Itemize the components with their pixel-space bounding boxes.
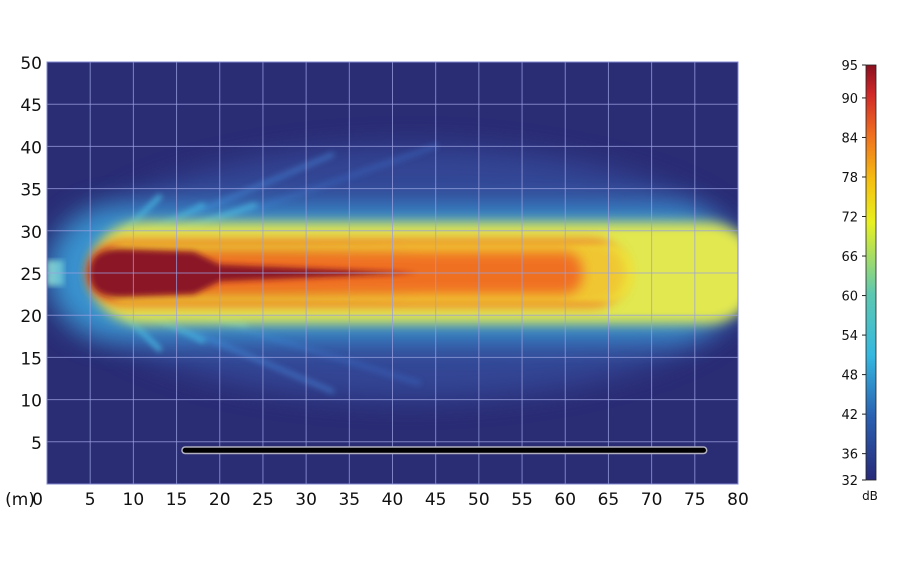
y-tick-label: 25	[20, 265, 42, 285]
colorbar-tick-label: 95	[841, 59, 858, 74]
x-tick-label: 35	[338, 490, 360, 510]
x-axis: 0 5 10 15 20 25 30 35 40 45 50 55 60 65 70 75 80 (m)	[5, 490, 749, 510]
x-tick-label: 20	[209, 490, 231, 510]
colorbar-tick-label: 72	[841, 211, 858, 226]
x-tick-label: 60	[554, 490, 576, 510]
x-tick-label: 40	[382, 490, 404, 510]
y-tick-label: 5	[31, 434, 42, 454]
x-tick-label: 0	[32, 490, 43, 510]
colorbar-tick-label: 48	[841, 369, 858, 384]
colorbar-label: dB	[862, 489, 878, 503]
y-tick-label: 50	[20, 54, 42, 74]
y-tick-label: 15	[20, 349, 42, 369]
x-tick-label: 30	[295, 490, 317, 510]
y-tick-label: 30	[20, 223, 42, 243]
colorbar-tick-label: 90	[841, 92, 858, 107]
x-tick-label: 80	[727, 490, 749, 510]
colorbar-gradient	[865, 64, 877, 481]
plot-border	[46, 61, 739, 485]
x-tick-label: 50	[468, 490, 490, 510]
y-tick-label: 10	[20, 392, 42, 412]
colorbar: 95 90 84 78 72 66 60 54 48 42 36 32 dB	[841, 59, 877, 503]
colorbar-tick-label: 60	[841, 290, 858, 305]
x-tick-label: 15	[166, 490, 188, 510]
y-axis: 5 10 15 20 25 30 35 40 45 50	[20, 54, 42, 454]
colorbar-tick-label: 36	[841, 448, 858, 463]
x-tick-label: 5	[85, 490, 96, 510]
y-tick-label: 35	[20, 181, 42, 201]
colorbar-tick-label: 42	[841, 408, 858, 423]
colorbar-tick-label: 78	[841, 171, 858, 186]
grid	[46, 61, 739, 485]
x-tick-label: 25	[252, 490, 274, 510]
x-tick-label: 75	[684, 490, 706, 510]
x-tick-label: 10	[123, 490, 145, 510]
colorbar-tick-label: 84	[841, 131, 858, 146]
x-tick-label: 70	[641, 490, 663, 510]
x-tick-label: 55	[511, 490, 533, 510]
x-tick-label: 45	[425, 490, 447, 510]
y-tick-label: 45	[20, 96, 42, 116]
y-tick-label: 40	[20, 138, 42, 158]
x-unit-label: (m)	[5, 490, 35, 510]
colorbar-tick-label: 32	[841, 474, 858, 489]
colorbar-tick-label: 66	[841, 250, 858, 265]
colorbar-tick-label: 54	[841, 329, 858, 344]
x-tick-label: 65	[598, 490, 620, 510]
y-tick-label: 20	[20, 307, 42, 327]
